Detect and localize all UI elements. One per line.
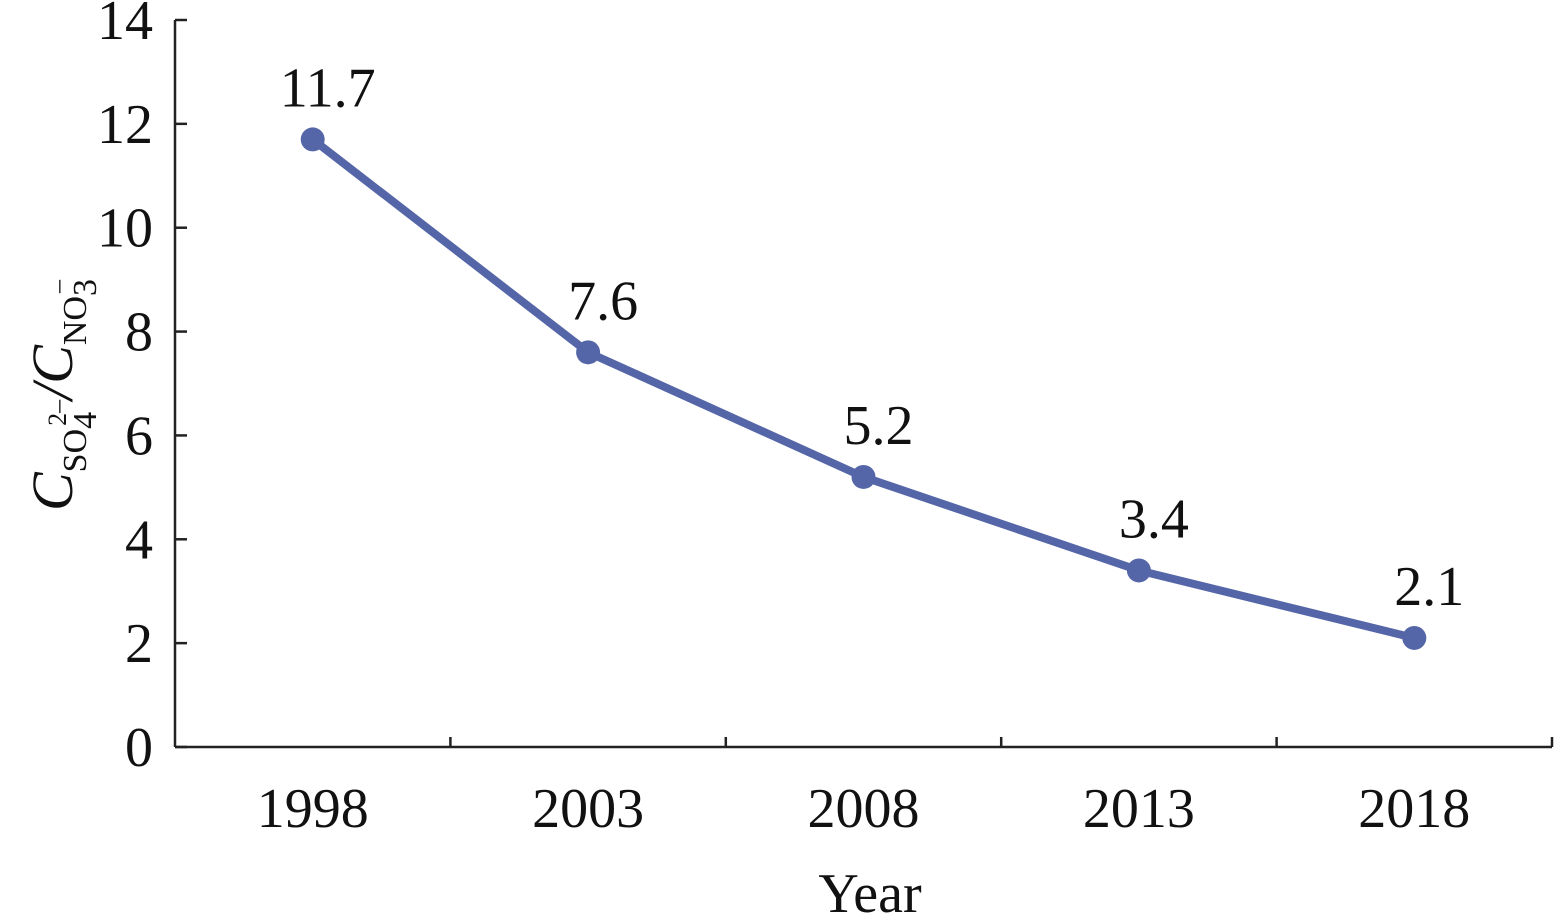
x-tick-label: 2003 — [532, 778, 644, 840]
y-tick-label: 10 — [97, 198, 153, 260]
data-point — [1126, 558, 1151, 583]
series-line — [308, 135, 1419, 642]
data-point — [1402, 625, 1427, 650]
x-tick-label: 2013 — [1083, 778, 1195, 840]
axes — [173, 20, 1552, 749]
y-tick-label: 8 — [125, 302, 153, 364]
data-label: 2.1 — [1394, 556, 1464, 618]
data-point — [576, 340, 601, 365]
y-tick-label: 0 — [125, 717, 153, 779]
data-point — [300, 127, 325, 152]
y-axis-species-1: SO — [57, 429, 94, 472]
y-axis-subscript-1: 4 — [67, 412, 104, 429]
y-axis-species-2: NO — [57, 296, 94, 345]
y-axis-title: CSO42–/CNO3– — [20, 279, 104, 511]
data-label: 5.2 — [844, 395, 914, 457]
y-axis-subscript-2: 3 — [67, 279, 104, 296]
y-axis-symbol-1: C — [20, 471, 85, 511]
y-axis-superscript-1: 2– — [43, 399, 72, 426]
svg-text:CSO42–/CNO3–: CSO42–/CNO3– — [20, 279, 104, 511]
ticks: 0 2 4 6 8 10 12 14 1998 2003 2008 2013 2018 — [97, 0, 1554, 840]
data-point — [851, 464, 876, 489]
x-tick-label: 2008 — [808, 778, 920, 840]
y-axis-superscript-2: – — [43, 279, 72, 294]
data-label: 11.7 — [280, 57, 376, 119]
y-tick-label: 14 — [97, 0, 153, 52]
x-tick-label: 1998 — [257, 778, 369, 840]
data-label: 7.6 — [568, 270, 638, 332]
data-labels: 11.7 7.6 5.2 3.4 2.1 — [280, 57, 1465, 618]
y-tick-label: 4 — [125, 509, 153, 571]
series-layer — [300, 127, 1427, 650]
data-label: 3.4 — [1119, 488, 1189, 550]
x-tick-label: 2018 — [1358, 778, 1470, 840]
y-axis-symbol-2: C — [20, 344, 85, 384]
y-tick-label: 2 — [125, 613, 153, 675]
y-tick-label: 6 — [125, 405, 153, 467]
x-axis-title: Year — [818, 863, 922, 915]
y-tick-label: 12 — [97, 94, 153, 156]
